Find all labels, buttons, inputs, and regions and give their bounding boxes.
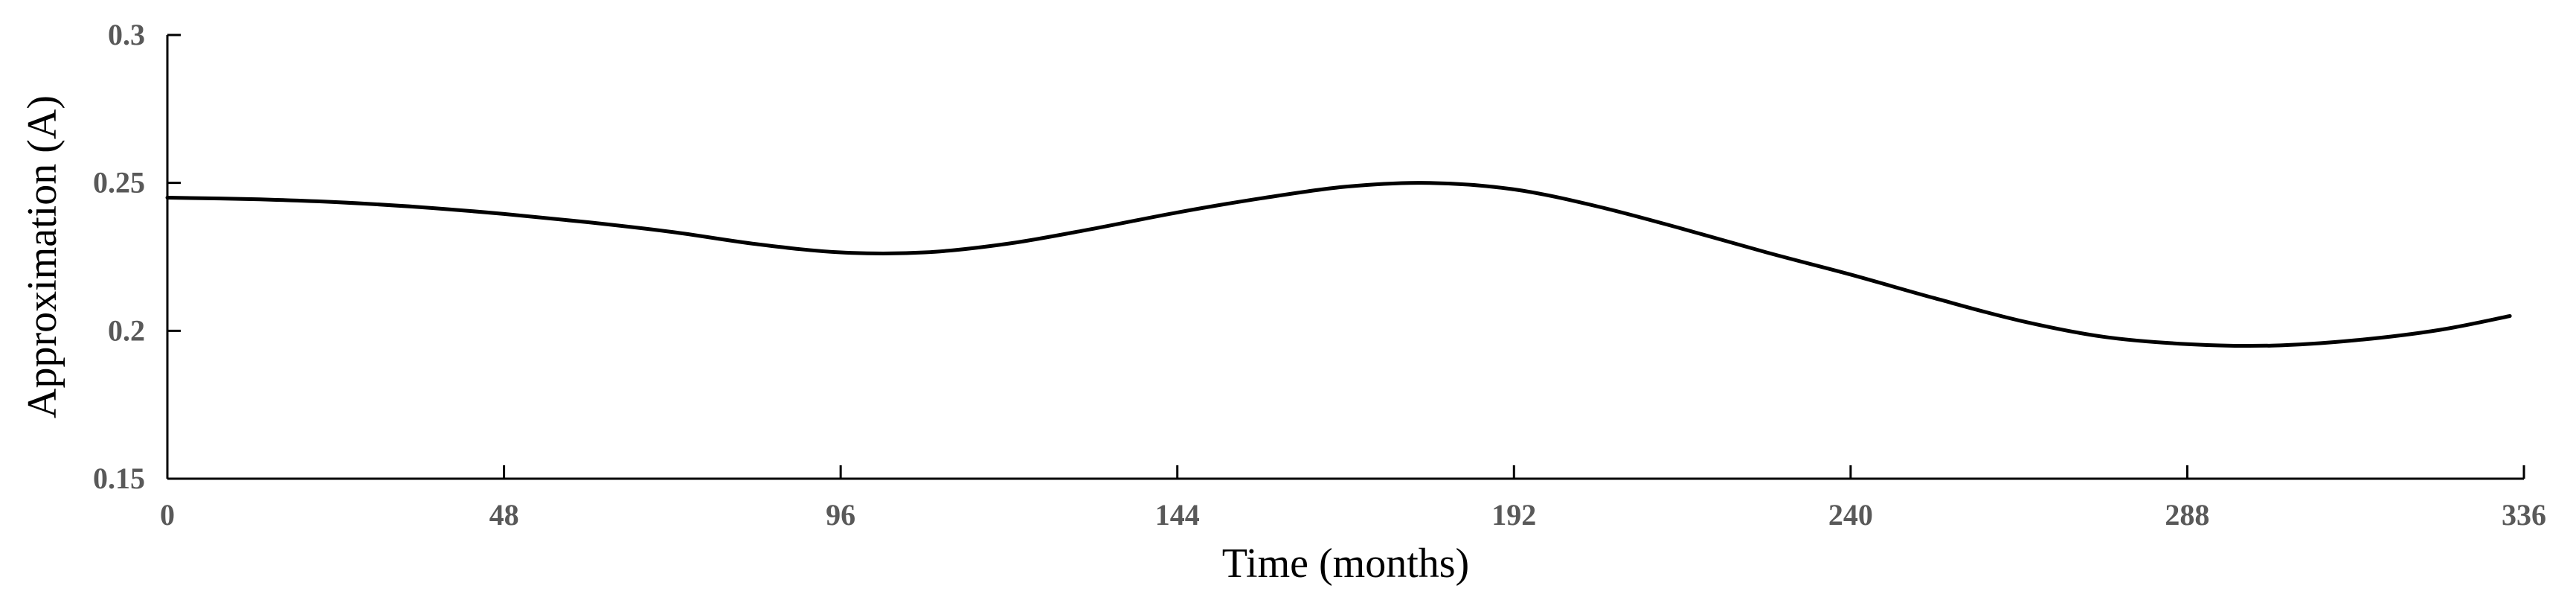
x-ticks: 0 48 96 144 192 240 288 336 [160, 465, 2546, 532]
y-ticks: 0.15 0.2 0.25 0.3 [93, 18, 181, 495]
y-tick-label: 0.2 [108, 313, 145, 347]
x-tick-label: 240 [1828, 498, 1873, 532]
x-tick-label: 96 [826, 498, 855, 532]
y-axis-title: Approximation (A) [19, 95, 65, 418]
y-tick-label: 0.3 [108, 18, 145, 51]
x-tick-label: 48 [489, 498, 519, 532]
x-tick-label: 192 [1491, 498, 1536, 532]
x-tick-label: 144 [1155, 498, 1200, 532]
x-tick-label: 0 [160, 498, 175, 532]
x-axis-title: Time (months) [1222, 540, 1469, 587]
x-tick-label: 336 [2502, 498, 2546, 532]
y-tick-label: 0.15 [93, 462, 145, 495]
series-line [165, 181, 2512, 348]
x-tick-label: 288 [2165, 498, 2209, 532]
y-tick-label: 0.25 [93, 166, 145, 200]
